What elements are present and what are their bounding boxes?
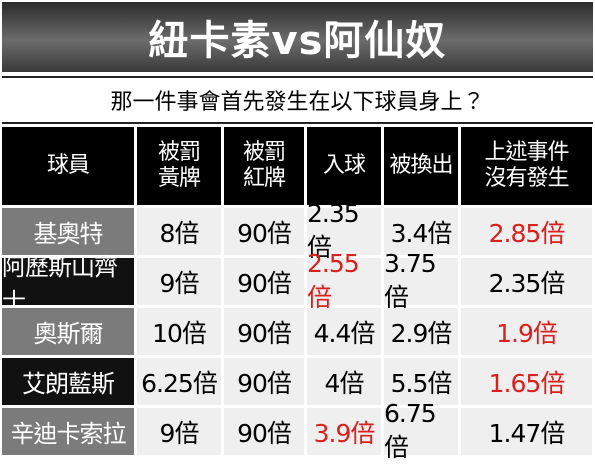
odds-cell: 2.85倍 (461, 208, 592, 255)
odds-cell: 4.4倍 (307, 308, 381, 355)
odds-table: 球員 被罰 黃牌 被罰 紅牌 入球 被換出 上述事件 沒有發生 基奧特 8倍 90倍 2.35倍 3.4倍… (2, 127, 593, 462)
subtitle: 那一件事會首先發生在以下球員身上？ (2, 76, 593, 124)
header-line: 被罰 (157, 139, 201, 165)
odds-cell: 2.35倍 (461, 258, 592, 305)
column-header: 入球 (307, 127, 381, 205)
player-name: 阿歷斯山齊士 (2, 253, 134, 316)
odds-cell: 90倍 (224, 208, 304, 255)
player-name: 艾朗藍斯 (2, 358, 134, 405)
header-line: 紅牌 (242, 166, 286, 191)
odds-cell: 90倍 (224, 358, 304, 405)
column-header: 被罰 紅牌 (224, 127, 304, 205)
odds-cell: 1.47倍 (461, 408, 592, 455)
column-header: 被罰 黃牌 (137, 127, 221, 205)
odds-cell: 2.35倍 (307, 199, 381, 262)
player-name: 奧斯爾 (2, 308, 134, 355)
odds-cell: 90倍 (224, 308, 304, 355)
odds-cell: 1.9倍 (461, 308, 592, 355)
odds-cell: 6.75倍 (384, 399, 458, 462)
odds-cell: 10倍 (137, 308, 221, 355)
odds-cell: 3.9倍 (307, 408, 381, 455)
odds-cell: 9倍 (137, 408, 221, 455)
header-line: 被換出 (389, 152, 453, 178)
header-line: 入球 (322, 152, 366, 178)
column-header: 被換出 (384, 127, 458, 205)
player-name: 辛迪卡索拉 (2, 408, 134, 455)
header-line: 被罰 (242, 139, 286, 165)
odds-cell: 3.4倍 (384, 208, 458, 255)
odds-cell: 8倍 (137, 208, 221, 255)
odds-cell: 1.65倍 (461, 358, 592, 405)
column-header: 球員 (2, 127, 134, 205)
odds-cell: 9倍 (137, 258, 221, 305)
odds-cell: 2.55倍 (307, 249, 381, 312)
player-name: 基奧特 (2, 208, 134, 255)
header-line: 黃牌 (157, 166, 201, 191)
header-line: 沒有發生 (484, 166, 569, 191)
odds-cell: 2.9倍 (384, 308, 458, 355)
odds-cell: 3.75倍 (384, 249, 458, 312)
odds-cell: 90倍 (224, 258, 304, 305)
odds-cell: 4倍 (307, 358, 381, 405)
odds-cell: 5.5倍 (384, 358, 458, 405)
odds-cell: 90倍 (224, 408, 304, 455)
header-line: 球員 (46, 152, 90, 178)
title: 紐卡素vs阿仙奴 (2, 2, 593, 72)
column-header: 上述事件 沒有發生 (461, 127, 592, 205)
header-line: 上述事件 (484, 139, 569, 165)
odds-cell: 6.25倍 (137, 358, 221, 405)
